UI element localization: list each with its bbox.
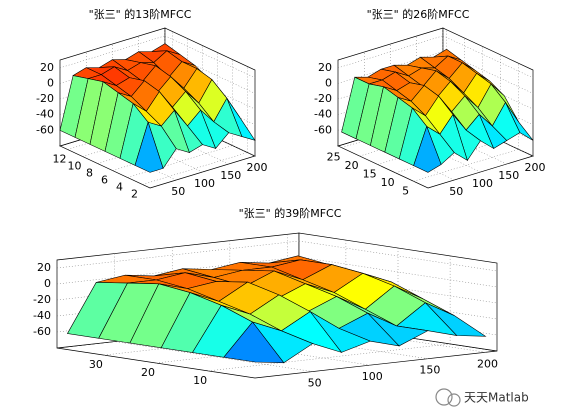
surface <box>341 48 534 173</box>
y-tick-label: 15 <box>363 167 377 180</box>
x-tick-label: 50 <box>308 377 322 390</box>
y-tick-label: 25 <box>327 151 341 164</box>
z-tick-label: -20 <box>36 92 54 105</box>
x-tick-label: 100 <box>194 177 215 190</box>
surface-patch <box>223 321 285 364</box>
surface <box>59 43 256 173</box>
z-tick-label: 20 <box>37 261 51 274</box>
surface-patch <box>413 125 442 173</box>
y-tick-label: 5 <box>402 184 409 197</box>
x-tick-label: 200 <box>477 357 498 370</box>
x-tick-label: 100 <box>362 370 383 383</box>
z-tick-label: 0 <box>44 277 51 290</box>
x-tick-label: 150 <box>419 364 440 377</box>
surface <box>66 255 487 364</box>
watermark: 天天Matlab <box>464 391 529 405</box>
y-tick-label: 10 <box>381 176 395 189</box>
grid-line <box>298 240 498 272</box>
z-tick-label: 20 <box>40 61 54 74</box>
z-tick-label: -60 <box>314 123 332 136</box>
y-tick-label: 8 <box>86 167 93 180</box>
y-tick-label: 20 <box>345 159 359 172</box>
z-tick-label: -40 <box>36 108 54 121</box>
chart-title: "张三" 的26阶MFCC <box>367 7 470 21</box>
y-tick-label: 4 <box>116 181 123 194</box>
grid-line <box>229 328 428 359</box>
axes: 50 100 150 200 10 20 30 -60 -40 -20 0 20 "张三" 的39阶MF… <box>33 206 498 390</box>
z-tick-label: -40 <box>314 108 332 121</box>
grid-line <box>172 334 371 366</box>
x-tick-label: 200 <box>247 161 268 174</box>
x-tick-label: 150 <box>498 169 519 182</box>
grid-line <box>287 322 486 353</box>
z-tick-label: -20 <box>314 92 332 105</box>
axes: 50 100 150 200 5 10 15 20 25 -60 -40 -20 0 20 "张三" 的26… <box>314 7 545 198</box>
grid-line <box>337 35 444 69</box>
grid-line <box>59 35 166 69</box>
x-tick-label: 50 <box>171 185 185 198</box>
y-tick-label: 10 <box>68 160 82 173</box>
surface-patch <box>134 121 164 173</box>
z-tick-label: 20 <box>318 61 332 74</box>
chart-title: "张三" 的13阶MFCC <box>89 7 192 21</box>
y-tick-label: 10 <box>193 374 207 387</box>
z-tick-label: 0 <box>47 76 54 89</box>
x-tick-label: 200 <box>525 161 546 174</box>
z-tick-label: -20 <box>33 293 51 306</box>
watermark-icon <box>435 388 461 407</box>
y-tick-label: 30 <box>89 358 103 371</box>
chart-title: "张三" 的39阶MFCC <box>239 206 342 220</box>
grid-line <box>142 152 248 185</box>
y-tick-label: 2 <box>131 188 138 201</box>
x-tick-label: 100 <box>472 177 493 190</box>
grid-line <box>114 341 313 372</box>
y-tick-label: 6 <box>101 174 108 187</box>
y-tick-label: 12 <box>53 153 67 166</box>
z-tick-label: -60 <box>36 123 54 136</box>
x-tick-label: 150 <box>220 169 241 182</box>
grid-line <box>413 149 519 182</box>
z-tick-label: 0 <box>325 76 332 89</box>
grid-line <box>127 145 233 178</box>
grid-line <box>298 256 498 288</box>
x-tick-label: 50 <box>449 185 463 198</box>
y-tick-label: 20 <box>141 366 155 379</box>
z-tick-label: -40 <box>33 309 51 322</box>
z-tick-label: -60 <box>33 325 51 338</box>
